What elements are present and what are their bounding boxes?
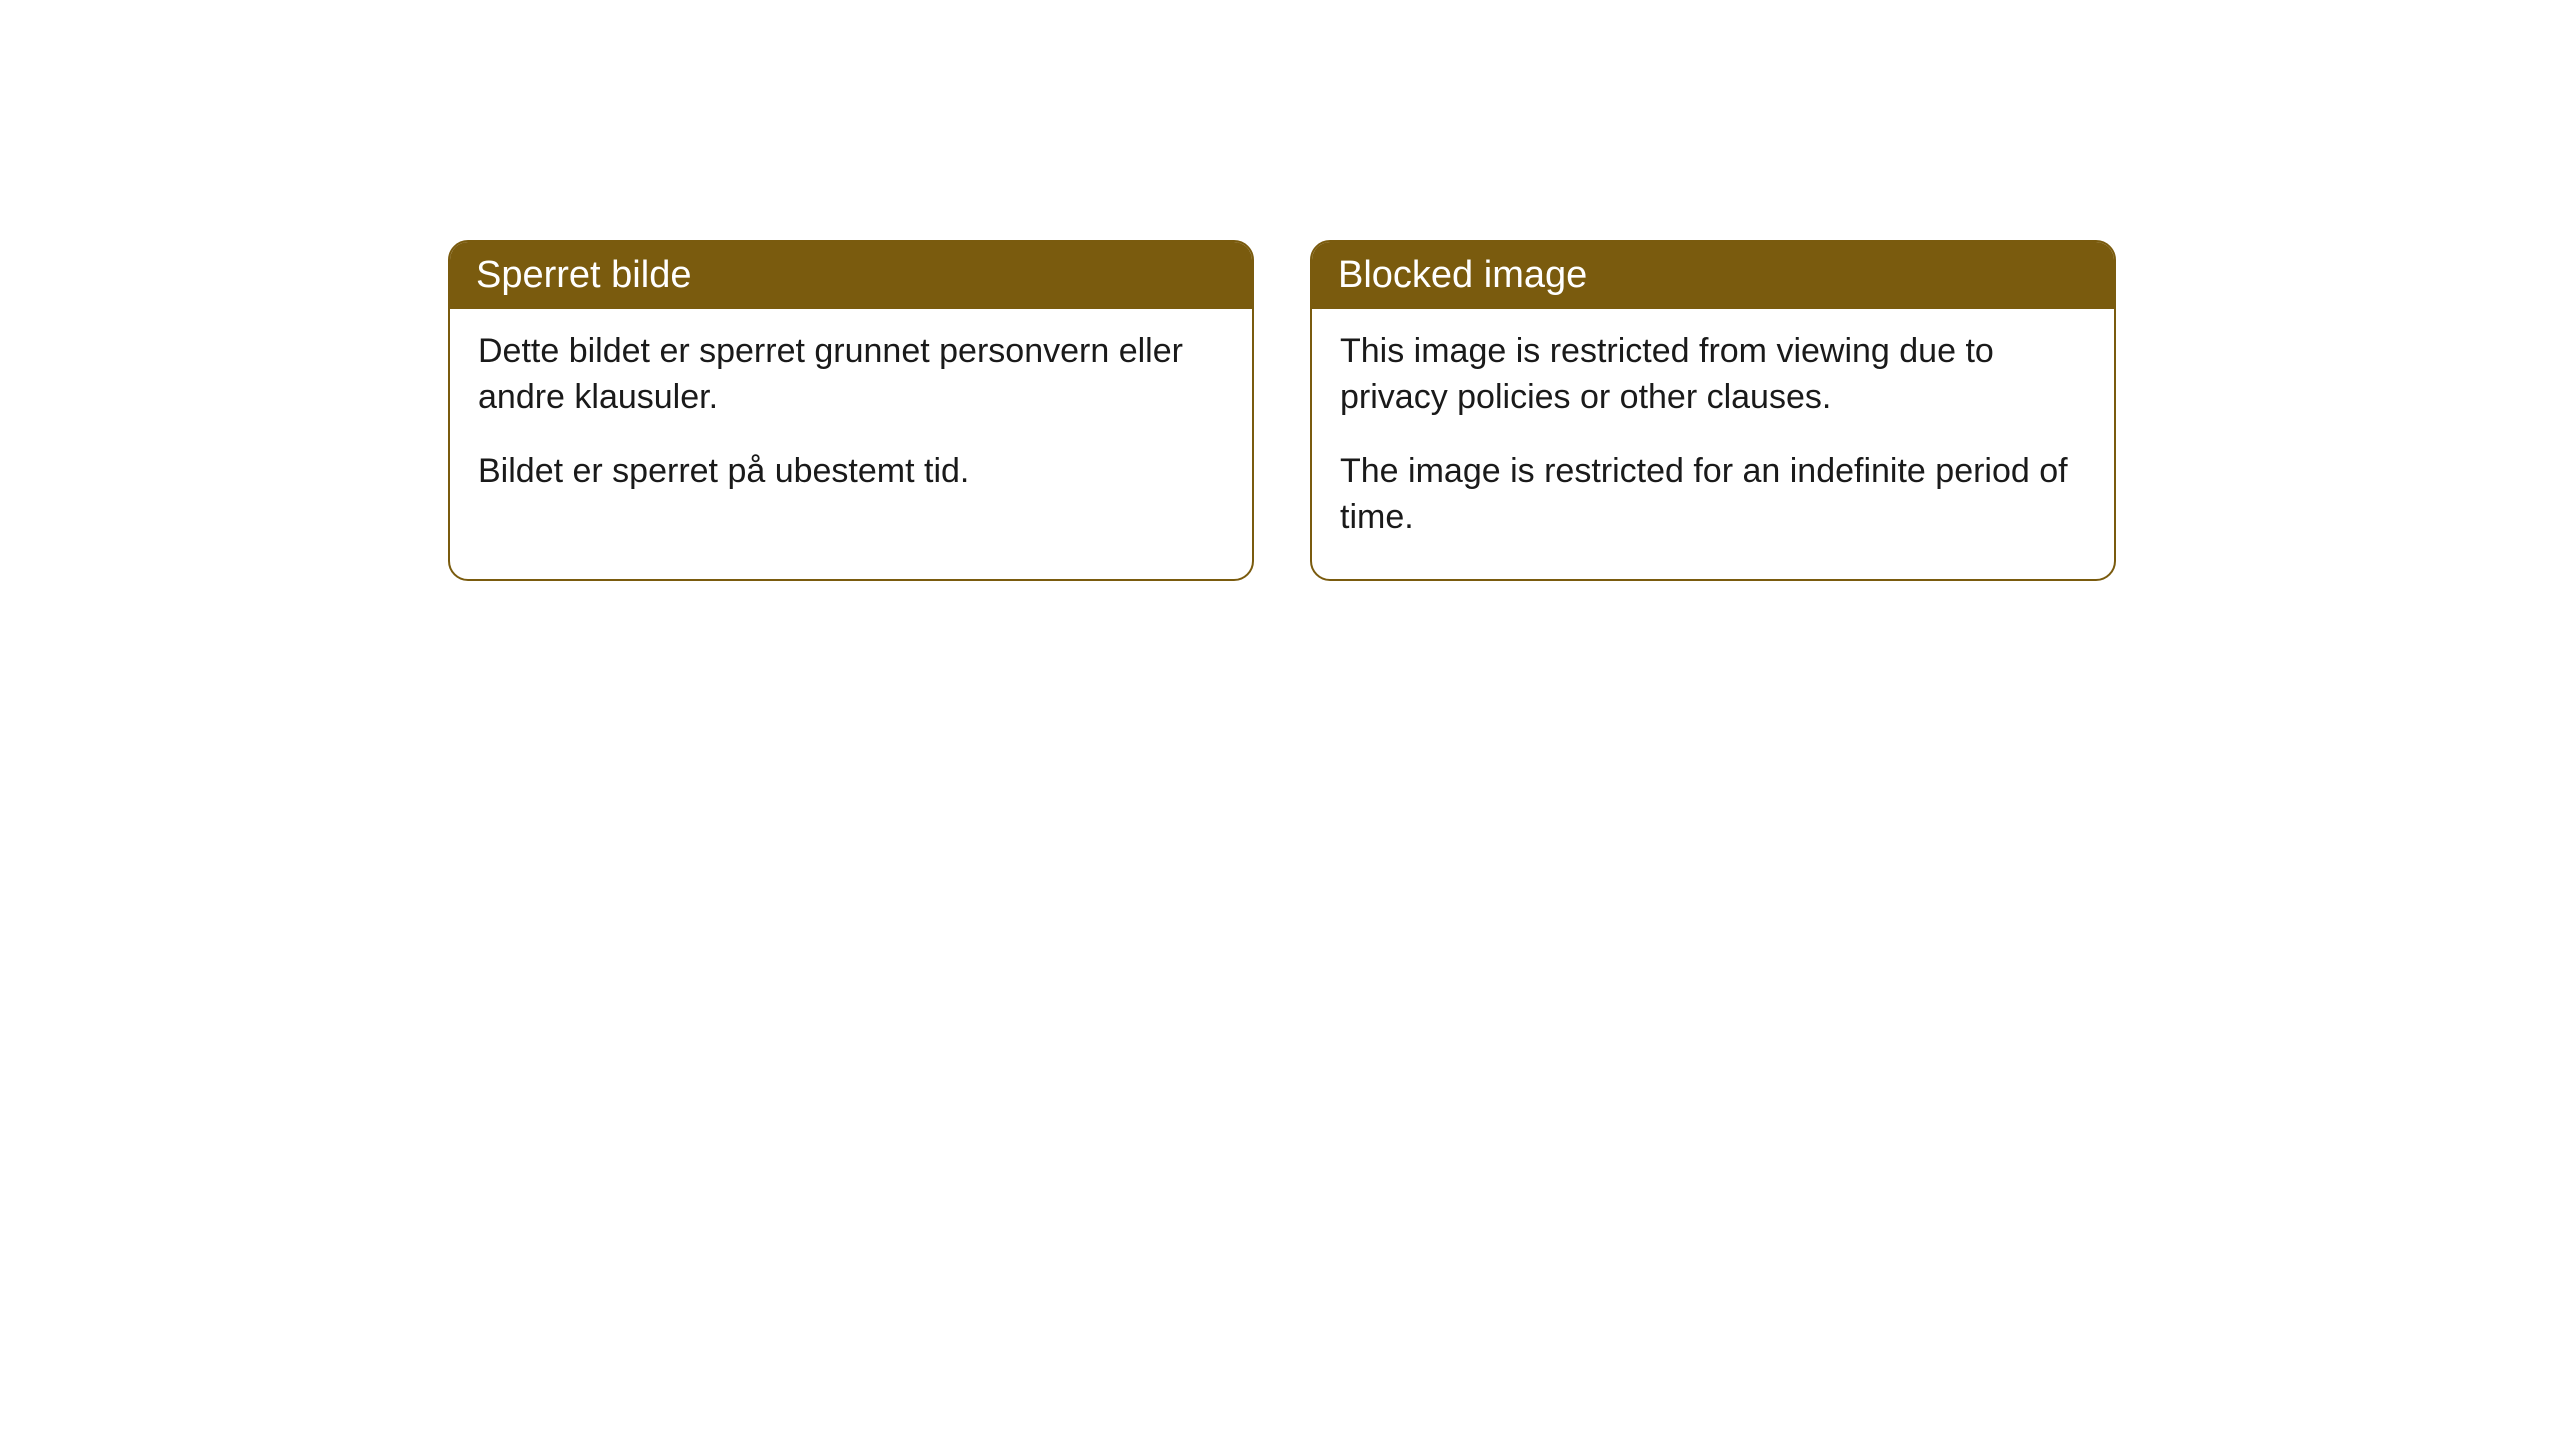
card-paragraph: Bildet er sperret på ubestemt tid. [478,449,1224,495]
card-body: Dette bildet er sperret grunnet personve… [450,309,1252,533]
notice-card-norwegian: Sperret bilde Dette bildet er sperret gr… [448,240,1254,581]
card-title: Sperret bilde [450,242,1252,309]
card-title: Blocked image [1312,242,2114,309]
card-body: This image is restricted from viewing du… [1312,309,2114,579]
card-paragraph: Dette bildet er sperret grunnet personve… [478,329,1224,421]
notice-card-english: Blocked image This image is restricted f… [1310,240,2116,581]
notice-cards-container: Sperret bilde Dette bildet er sperret gr… [448,240,2116,581]
card-paragraph: This image is restricted from viewing du… [1340,329,2086,421]
card-paragraph: The image is restricted for an indefinit… [1340,449,2086,541]
